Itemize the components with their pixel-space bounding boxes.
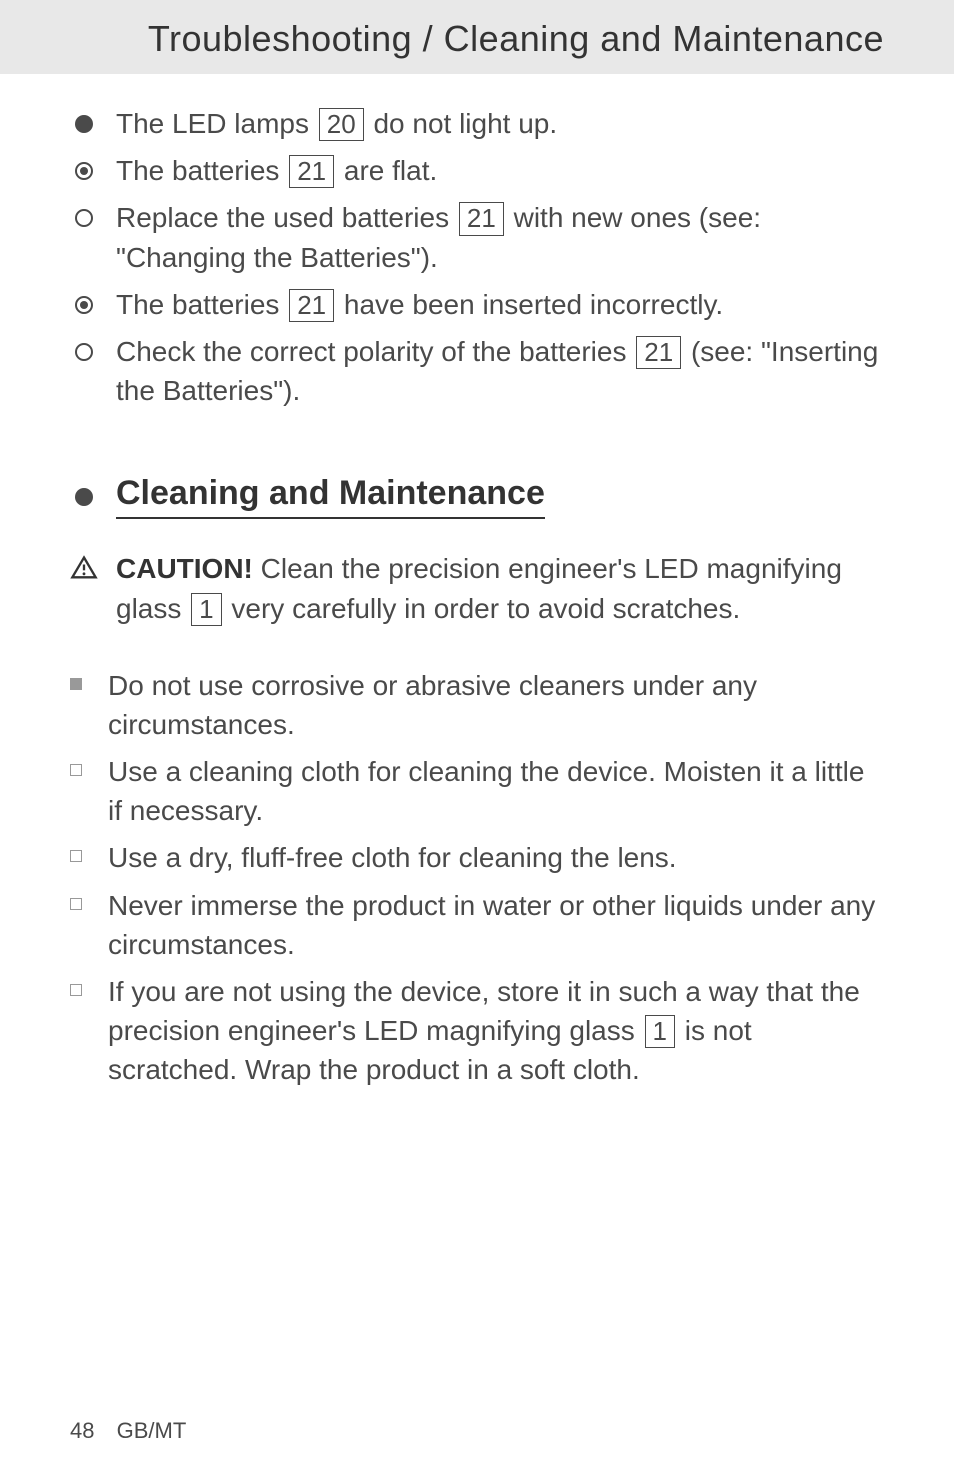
list-item: Do not use corrosive or abrasive cleaner…: [70, 666, 884, 744]
section-title: Cleaning and Maintenance: [116, 474, 545, 519]
caution-label: CAUTION!: [116, 553, 253, 584]
region-code: GB/MT: [117, 1418, 187, 1443]
square-outline-icon: [70, 898, 108, 910]
list-item: Use a cleaning cloth for cleaning the de…: [70, 752, 884, 830]
square-outline-icon: [70, 764, 108, 776]
ref-number: 1: [191, 593, 221, 626]
bullet-donut-icon: [70, 291, 98, 319]
item-text: Use a cleaning cloth for cleaning the de…: [108, 752, 884, 830]
header-bar: Troubleshooting / Cleaning and Maintenan…: [0, 0, 954, 74]
page-title: Troubleshooting / Cleaning and Maintenan…: [70, 18, 884, 60]
item-text: Do not use corrosive or abrasive cleaner…: [108, 666, 884, 744]
cleaning-list: Do not use corrosive or abrasive cleaner…: [70, 666, 884, 1090]
item-text: The batteries 21 are flat.: [116, 151, 437, 190]
section-heading: Cleaning and Maintenance: [70, 474, 884, 519]
list-item: The batteries 21 are flat.: [70, 151, 884, 190]
item-text: Use a dry, fluff-free cloth for cleaning…: [108, 838, 677, 877]
list-item: Check the correct polarity of the batter…: [70, 332, 884, 410]
ref-number: 21: [289, 155, 334, 188]
caution-row: CAUTION! Clean the precision engineer's …: [70, 549, 884, 627]
ref-number: 21: [459, 202, 504, 235]
bullet-donut-icon: [70, 157, 98, 185]
bullet-circle-icon: [70, 338, 98, 366]
troubleshooting-list: The LED lamps 20 do not light up. The ba…: [70, 104, 884, 410]
list-item: If you are not using the device, store i…: [70, 972, 884, 1090]
item-text: Never immerse the product in water or ot…: [108, 886, 884, 964]
content-area: The LED lamps 20 do not light up. The ba…: [0, 74, 954, 1090]
ref-number: 20: [319, 108, 364, 141]
square-outline-icon: [70, 850, 108, 862]
item-text: The batteries 21 have been inserted inco…: [116, 285, 723, 324]
footer: 48 GB/MT: [70, 1418, 186, 1444]
list-item: Use a dry, fluff-free cloth for cleaning…: [70, 838, 884, 877]
item-text: The LED lamps 20 do not light up.: [116, 104, 557, 143]
item-text: If you are not using the device, store i…: [108, 972, 884, 1090]
list-item: Never immerse the product in water or ot…: [70, 886, 884, 964]
square-outline-icon: [70, 984, 108, 996]
ref-number: 1: [645, 1015, 675, 1048]
list-item: The LED lamps 20 do not light up.: [70, 104, 884, 143]
list-item: The batteries 21 have been inserted inco…: [70, 285, 884, 324]
caution-text: CAUTION! Clean the precision engineer's …: [116, 549, 884, 627]
item-text: Replace the used batteries 21 with new o…: [116, 198, 884, 276]
list-item: Replace the used batteries 21 with new o…: [70, 198, 884, 276]
ref-number: 21: [289, 289, 334, 322]
ref-number: 21: [636, 336, 681, 369]
page-number: 48: [70, 1418, 94, 1443]
warning-icon: [70, 553, 98, 581]
bullet-solid-icon: [70, 483, 98, 511]
square-filled-icon: [70, 678, 108, 690]
bullet-solid-icon: [70, 110, 98, 138]
bullet-circle-icon: [70, 204, 98, 232]
item-text: Check the correct polarity of the batter…: [116, 332, 884, 410]
